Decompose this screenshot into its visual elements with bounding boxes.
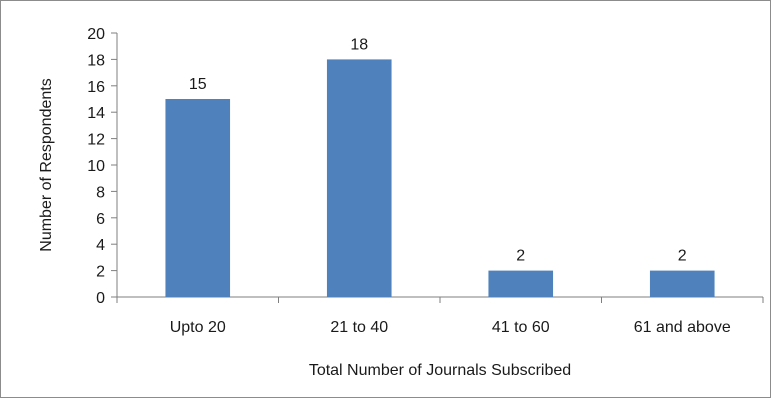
y-tick-label: 12	[87, 132, 105, 149]
y-tick-label: 0	[96, 290, 105, 307]
y-tick-label: 14	[87, 105, 105, 122]
y-tick-label: 18	[87, 52, 105, 69]
y-tick-label: 6	[96, 211, 105, 228]
bar	[488, 270, 554, 297]
y-axis-title: Number of Respondents	[38, 78, 55, 251]
x-category-label: 21 to 40	[330, 319, 388, 336]
x-category-label: 61 and above	[634, 319, 731, 336]
x-axis: Upto 20 21 to 40 41 to 60 61 and above	[116, 296, 764, 336]
bars	[165, 59, 715, 298]
bar-value-label: 18	[350, 36, 368, 53]
x-category-label: Upto 20	[170, 319, 226, 336]
y-tick-label: 2	[96, 264, 105, 281]
y-tick-label: 16	[87, 79, 105, 96]
bar	[165, 99, 231, 297]
y-tick-label: 20	[87, 26, 105, 43]
bar-value-label: 2	[678, 248, 687, 265]
y-tick-label: 8	[96, 184, 105, 201]
y-tick-label: 10	[87, 158, 105, 175]
x-category-label: 41 to 60	[492, 319, 550, 336]
x-axis-title: Total Number of Journals Subscribed	[309, 362, 571, 379]
bar	[649, 270, 715, 297]
bar	[326, 59, 392, 298]
bar-value-label: 15	[189, 76, 207, 93]
y-tick-label: 4	[96, 237, 105, 254]
data-labels: 15 18 2 2	[189, 36, 687, 264]
bar-value-label: 2	[516, 248, 525, 265]
y-axis: 0 2 4 6 8 10 12 14 16 18 20	[87, 26, 118, 307]
